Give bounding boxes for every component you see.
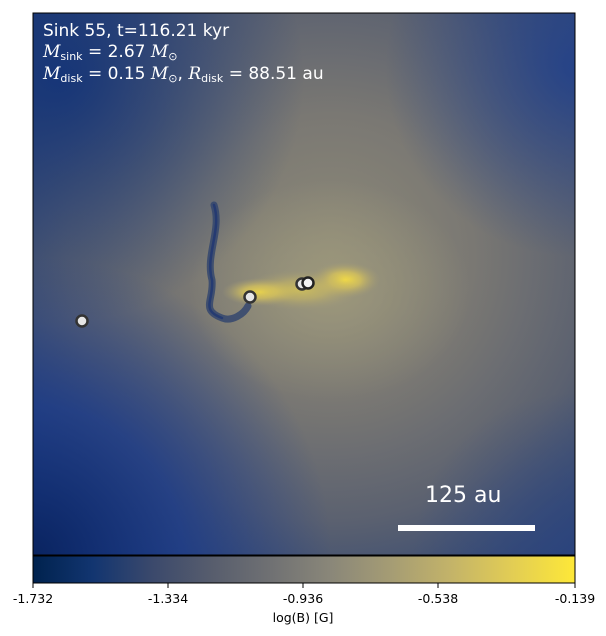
disk-mass-symbol: M [43,64,61,84]
sun-symbol: ⊙ [168,50,178,63]
scale-bar-label: 125 au [425,483,502,508]
colorbar-tick-label: -1.732 [12,591,54,606]
colorbar-tick-label: -1.334 [147,591,189,606]
disk-props: Mdisk = 0.15 M⊙, Rdisk = 88.51 au [43,64,324,85]
colorbar-ticks [32,583,576,588]
sink-title: Sink 55, t=116.21 kyr [43,21,229,42]
plot-frame [32,12,576,556]
sink-particle-1 [75,314,89,328]
colorbar [32,555,576,584]
colorbar-label: log(B) [G] [272,610,334,625]
disk-radius-symbol: R [188,64,202,84]
disk-mass-sub: disk [60,72,83,85]
colorbar-tick-label: -0.538 [417,591,459,606]
disk-sun-symbol: ⊙ [168,72,178,85]
mass-value: = 2.67 [87,42,146,62]
sink-particle-4 [301,276,315,290]
scale-bar [398,525,535,531]
sink-title-text: Sink 55, t=116.21 kyr [43,21,230,41]
mass-symbol: M [43,42,61,62]
disk-radius-value: = 88.51 [228,64,298,84]
mass-unit: M [150,42,169,62]
disk-mass-unit: M [150,64,169,84]
disk-mass-value: = 0.15 [87,64,146,84]
disk-radius-sub: disk [201,72,224,85]
sink-mass: Msink = 2.67 M⊙ [43,42,178,67]
colorbar-tick-label: -0.936 [282,591,324,606]
sink-particle-2 [243,290,257,304]
disk-radius-unit: au [302,64,324,84]
colorbar-tick-label: -0.139 [554,591,596,606]
mass-sub: sink [60,50,83,63]
